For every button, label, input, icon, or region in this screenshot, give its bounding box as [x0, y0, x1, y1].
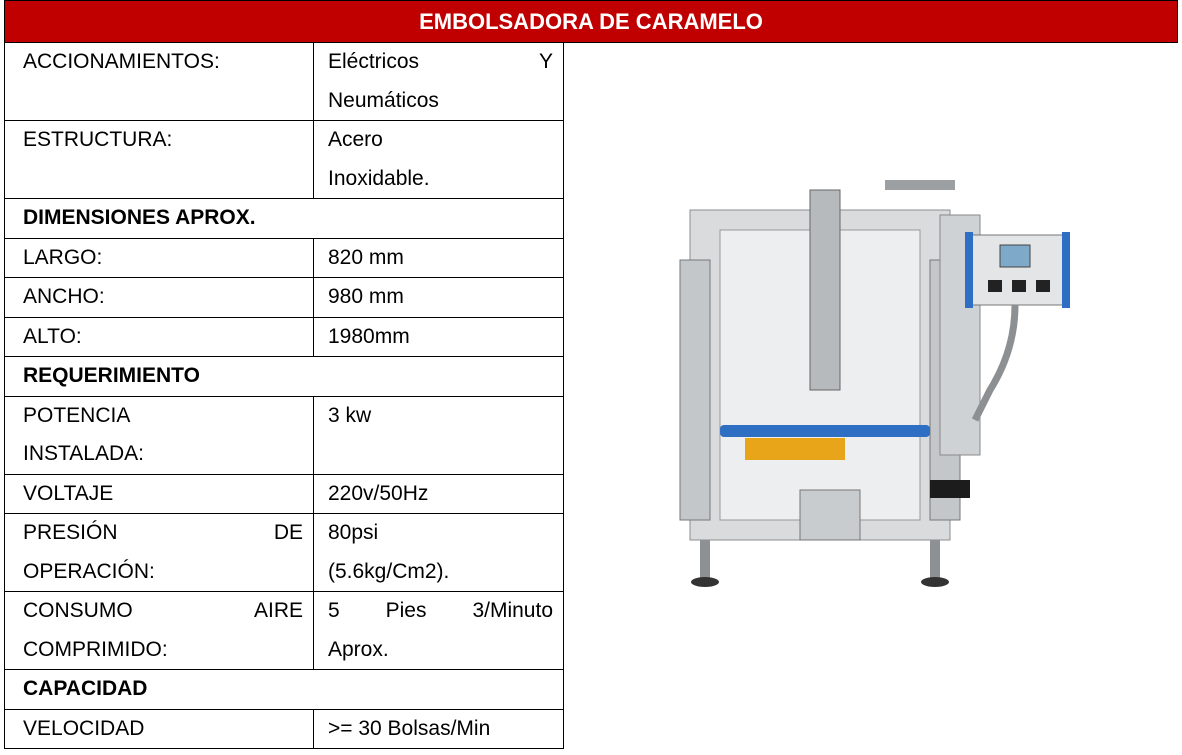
table-row: DIMENSIONES APROX.	[4, 198, 564, 239]
cell-line: LARGO:	[23, 245, 103, 269]
table-row: CONSUMO AIRE COMPRIMIDO: 5 Pies 3/Minuto Ap…	[4, 591, 564, 670]
table-row: ESTRUCTURA: Acero Inoxidable.	[4, 120, 564, 199]
cell-line: VOLTAJE	[23, 481, 114, 505]
section-heading: CAPACIDAD	[4, 669, 564, 710]
cell-line: POTENCIA	[23, 403, 131, 427]
table-row: ANCHO: 980 mm	[4, 277, 564, 318]
spec-label: POTENCIA INSTALADA:	[4, 395, 314, 475]
cell-line: (5.6kg/Cm2).	[328, 559, 450, 583]
cell-line: OPERACIÓN:	[23, 559, 155, 583]
spec-value: Eléctricos Y Neumáticos	[313, 42, 564, 121]
spec-value: >= 30 Bolsas/Min	[313, 708, 564, 749]
cell-line: 5 Pies 3/Minuto	[328, 599, 553, 622]
cell-line: ESTRUCTURA:	[23, 128, 173, 151]
table-row: PRESIÓN DE OPERACIÓN: 80psi (5.6kg/Cm2).	[4, 513, 564, 592]
spec-value: 1980mm	[313, 316, 564, 357]
cell-line: 1980mm	[328, 324, 410, 348]
cell-line: Eléctricos Y	[328, 50, 553, 73]
spec-value: 980 mm	[313, 277, 564, 318]
table-row: VOLTAJE 220v/50Hz	[4, 473, 564, 514]
spec-value: 220v/50Hz	[313, 473, 564, 514]
spec-label: CONSUMO AIRE COMPRIMIDO:	[4, 591, 314, 670]
table-row: POTENCIA INSTALADA: 3 kw	[4, 395, 564, 475]
table-row: CAPACIDAD	[4, 669, 564, 710]
cell-line: 220v/50Hz	[328, 481, 429, 505]
table-row: ALTO: 1980mm	[4, 316, 564, 357]
spec-label: ACCIONAMIENTOS:	[4, 42, 314, 121]
cell-line: Aprox.	[328, 637, 389, 661]
cell-line: CONSUMO AIRE	[23, 599, 303, 622]
cell-line: COMPRIMIDO:	[23, 637, 168, 661]
cell-line: ACCIONAMIENTOS:	[23, 50, 220, 73]
table-row: ACCIONAMIENTOS: Eléctricos Y Neumáticos	[4, 42, 564, 121]
spec-table: ACCIONAMIENTOS: Eléctricos Y Neumáticos EST…	[4, 42, 564, 749]
cell-line: 820 mm	[328, 245, 404, 269]
cell-line: 980 mm	[328, 285, 404, 308]
spec-label: ALTO:	[4, 316, 314, 357]
section-heading: REQUERIMIENTO	[4, 356, 564, 397]
spec-label: ESTRUCTURA:	[4, 120, 314, 199]
cell-line: Neumáticos	[328, 88, 439, 112]
machine-image	[679, 180, 1070, 587]
spec-label: ANCHO:	[4, 277, 314, 318]
cell-line: Inoxidable.	[328, 166, 430, 190]
spec-label: PRESIÓN DE OPERACIÓN:	[4, 513, 314, 592]
spec-value: 5 Pies 3/Minuto Aprox.	[313, 591, 564, 670]
spec-value: 80psi (5.6kg/Cm2).	[313, 513, 564, 592]
spec-label: VELOCIDAD	[4, 708, 314, 749]
spec-value: Acero Inoxidable.	[313, 120, 564, 199]
spec-value: 3 kw	[313, 395, 564, 475]
spec-value: 820 mm	[313, 237, 564, 278]
table-row: VELOCIDAD >= 30 Bolsas/Min	[4, 708, 564, 749]
cell-line: VELOCIDAD	[23, 716, 145, 740]
spec-label: LARGO:	[4, 237, 314, 278]
title-bar: EMBOLSADORA DE CARAMELO	[4, 0, 1178, 43]
cell-line: 80psi	[328, 521, 379, 544]
spec-label: VOLTAJE	[4, 473, 314, 514]
table-row: REQUERIMIENTO	[4, 356, 564, 397]
cell-line: ALTO:	[23, 324, 82, 348]
cell-line: INSTALADA:	[23, 442, 144, 465]
cell-line: PRESIÓN DE	[23, 521, 303, 544]
cell-line: Acero	[328, 128, 383, 151]
cell-line: >= 30 Bolsas/Min	[328, 716, 491, 740]
cell-line: 3 kw	[328, 403, 372, 427]
cell-line: ANCHO:	[23, 285, 105, 308]
section-heading: DIMENSIONES APROX.	[4, 198, 564, 239]
table-row: LARGO: 820 mm	[4, 237, 564, 278]
